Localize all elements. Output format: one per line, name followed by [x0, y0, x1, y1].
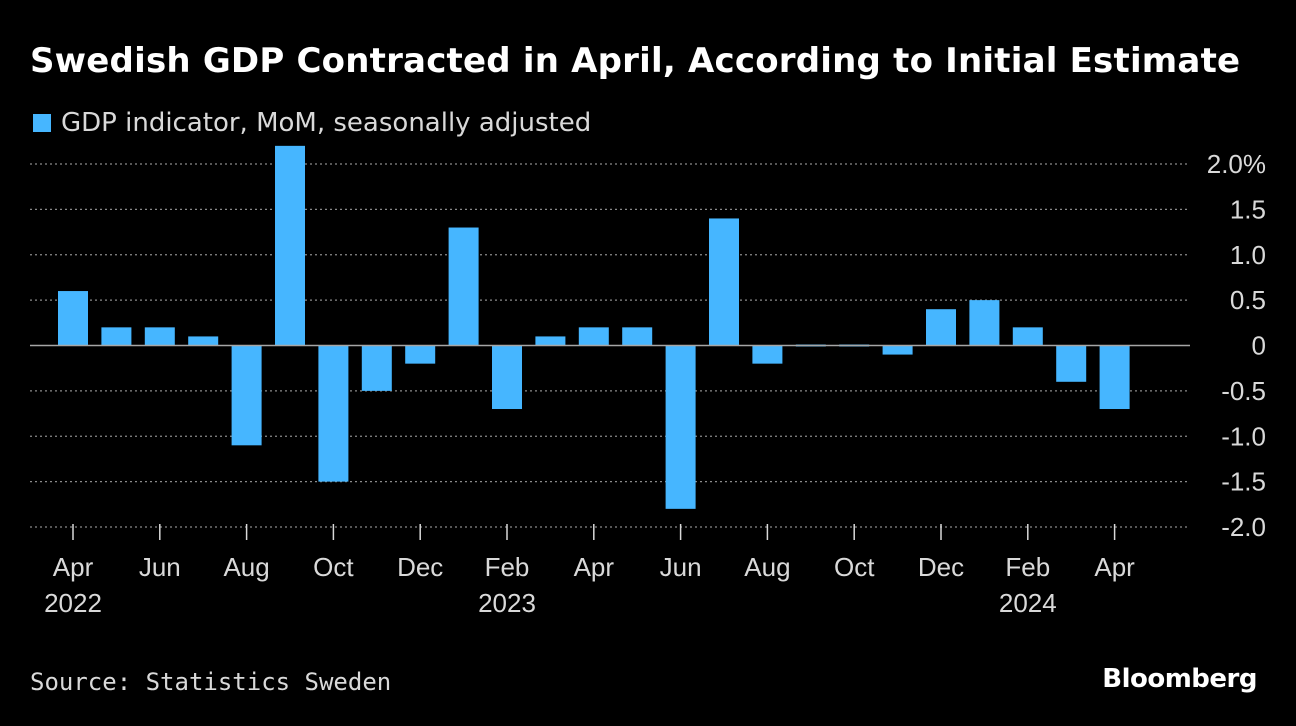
bloomberg-logo: Bloomberg — [1102, 664, 1257, 694]
bar-2022-08 — [231, 345, 262, 446]
x-tick-label: Dec — [397, 552, 443, 582]
y-tick-label: -2.0 — [1221, 512, 1266, 542]
bars — [58, 145, 1130, 509]
x-tick-label: Apr — [574, 552, 615, 582]
bar-2022-06 — [144, 327, 175, 346]
y-tick-label: -1.0 — [1221, 421, 1266, 451]
y-axis-labels: 2.0% 1.5 1.0 0.5 0 -0.5 -1.0 -1.5 -2.0 — [1207, 149, 1266, 542]
y-tick-label: -0.5 — [1221, 376, 1266, 406]
x-year-label: 2024 — [999, 588, 1057, 618]
bar-2023-11 — [882, 345, 913, 355]
y-tick-label: 1.0 — [1230, 240, 1266, 270]
x-tick-label: Apr — [1094, 552, 1135, 582]
y-tick-label: 1.5 — [1230, 194, 1266, 224]
source-note: Source: Statistics Sweden — [30, 668, 392, 696]
chart-legend: GDP indicator, MoM, seasonally adjusted — [33, 108, 591, 138]
bar-2023-01 — [448, 227, 479, 346]
x-tick-label: Aug — [223, 552, 269, 582]
y-tick-label: 2.0% — [1207, 149, 1266, 179]
bar-2023-05 — [622, 327, 653, 346]
bar-2023-03 — [535, 336, 566, 346]
bar-2024-03 — [1056, 345, 1087, 382]
bar-2024-02 — [1012, 327, 1043, 346]
x-axis-ticks: Apr Jun Aug Oct Dec Feb Apr Jun Aug Oct Dec Feb Apr 2… — [44, 524, 1135, 618]
bar-2023-12 — [926, 309, 956, 346]
bar-2024-01 — [969, 300, 1000, 346]
x-tick-label: Jun — [139, 552, 181, 582]
bar-2023-08 — [752, 345, 783, 364]
bar-2022-09 — [275, 145, 305, 346]
x-tick-label: Oct — [313, 552, 354, 582]
bar-2022-04 — [58, 291, 88, 346]
x-tick-label: Dec — [918, 552, 964, 582]
x-year-label: 2022 — [44, 588, 102, 618]
bar-2022-05 — [101, 327, 132, 346]
bar-2022-10 — [318, 345, 349, 482]
y-tick-label: -1.5 — [1221, 467, 1266, 497]
x-year-label: 2023 — [478, 588, 536, 618]
x-tick-label: Jun — [660, 552, 702, 582]
chart-title: Swedish GDP Contracted in April, Accordi… — [30, 41, 1241, 81]
x-tick-label: Apr — [53, 552, 94, 582]
bar-2022-07 — [188, 336, 219, 346]
y-tick-label: 0 — [1252, 331, 1266, 361]
bar-2022-11 — [361, 345, 392, 391]
legend-label: GDP indicator, MoM, seasonally adjusted — [61, 108, 592, 138]
y-tick-label: 0.5 — [1230, 285, 1266, 315]
bar-2023-07 — [709, 218, 739, 346]
bar-2023-04 — [578, 327, 609, 346]
bar-2022-12 — [405, 345, 436, 364]
x-tick-label: Aug — [744, 552, 790, 582]
x-tick-label: Feb — [1005, 552, 1050, 582]
bar-2023-02 — [492, 345, 522, 410]
x-tick-label: Oct — [834, 552, 875, 582]
legend-swatch — [33, 114, 51, 132]
bar-2023-06 — [665, 345, 696, 509]
bar-2024-04 — [1099, 345, 1130, 410]
x-tick-label: Feb — [485, 552, 530, 582]
